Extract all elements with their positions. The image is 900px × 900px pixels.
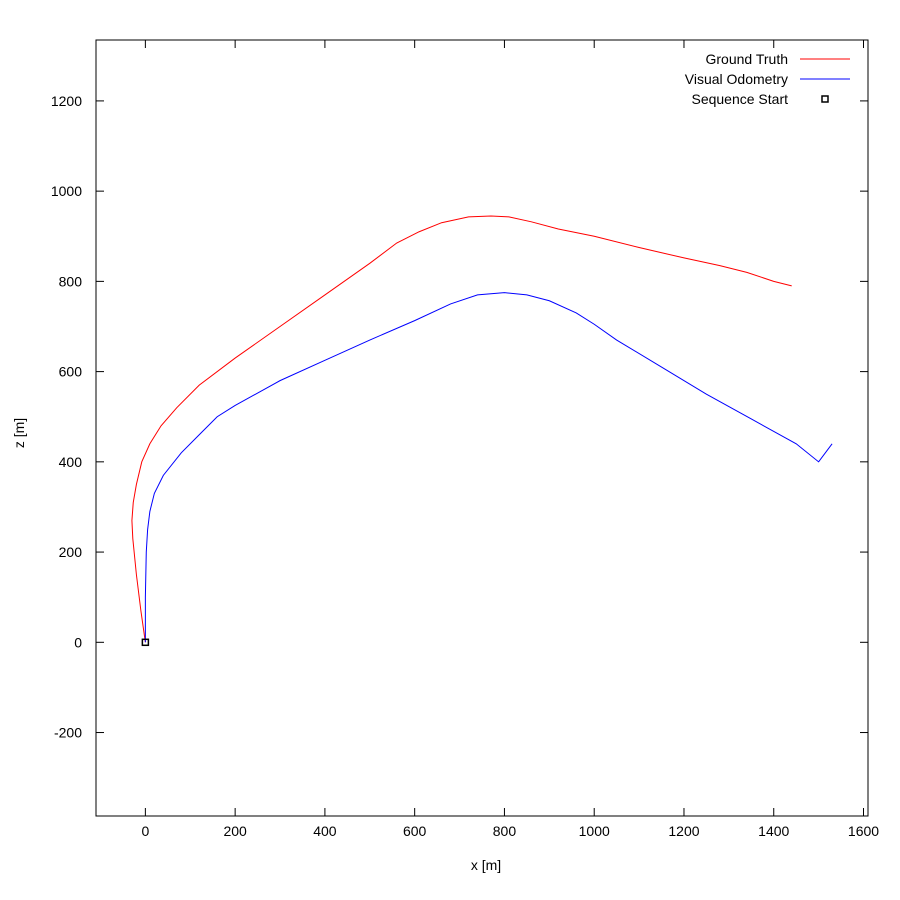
x-tick-label: 1600	[848, 823, 879, 839]
series-line-ground-truth	[131, 215, 792, 643]
x-tick-label: 0	[141, 823, 149, 839]
legend-swatch-sequence-start	[821, 95, 829, 103]
y-tick-label: 1200	[51, 93, 82, 109]
y-tick-label: 200	[59, 544, 83, 560]
plot-frame	[95, 39, 869, 817]
x-tick-label: 1400	[758, 823, 789, 839]
legend-label-sequence-start: Sequence Start	[691, 91, 788, 107]
y-tick-label: 0	[74, 634, 82, 650]
y-tick-label: -200	[54, 725, 82, 741]
series-line-visual-odometry	[144, 292, 833, 643]
y-tick-label: 600	[59, 364, 83, 380]
y-tick-label: 800	[59, 273, 83, 289]
y-tick-label: 1000	[51, 183, 82, 199]
y-tick-label: 400	[59, 454, 83, 470]
x-axis-label: x [m]	[471, 857, 501, 873]
x-tick-label: 200	[223, 823, 247, 839]
x-tick-label: 1000	[579, 823, 610, 839]
x-tick-label: 600	[403, 823, 427, 839]
x-tick-label: 1200	[668, 823, 699, 839]
x-tick-label: 800	[493, 823, 517, 839]
legend-label-visual-odometry: Visual Odometry	[685, 71, 788, 87]
legend-label-ground-truth: Ground Truth	[706, 51, 789, 67]
x-tick-label: 400	[313, 823, 337, 839]
y-axis-label: z [m]	[11, 418, 27, 448]
sequence-start-marker	[141, 638, 150, 647]
